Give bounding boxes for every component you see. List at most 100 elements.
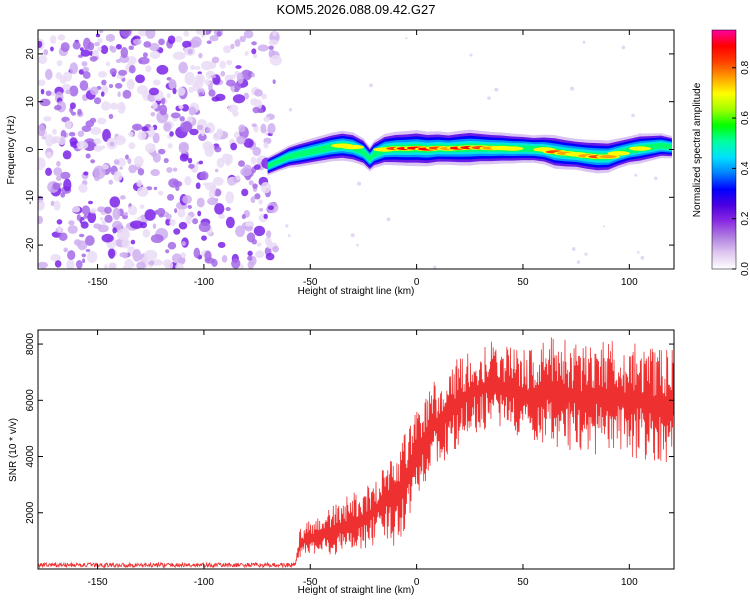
noise-blob: [138, 30, 148, 37]
noise-blob: [209, 35, 219, 42]
noise-blob: [220, 70, 226, 77]
noise-blob: [251, 41, 257, 46]
snr-y-tick-label: 2000: [25, 501, 36, 524]
noise-blob: [198, 133, 207, 141]
noise-blob: [81, 205, 91, 216]
noise-blob: [254, 89, 263, 97]
noise-blob: [109, 68, 117, 76]
noise-blob: [167, 143, 173, 149]
snr-x-tick-label: 0: [414, 577, 420, 588]
noise-blob: [238, 160, 245, 167]
noise-blob: [113, 159, 120, 165]
noise-blob: [142, 228, 151, 238]
noise-blob: [208, 188, 216, 199]
noise-blob: [53, 200, 61, 211]
noise-blob: [86, 250, 98, 264]
noise-blob: [57, 225, 63, 233]
noise-blob: [101, 233, 114, 243]
noise-blob: [52, 128, 57, 135]
noise-blob: [163, 157, 169, 164]
noise-blob: [81, 253, 87, 258]
noise-blob: [90, 86, 99, 96]
noise-speck: [571, 247, 576, 251]
noise-blob: [97, 38, 103, 44]
noise-blob: [77, 130, 85, 137]
noise-blob: [56, 219, 63, 225]
noise-blob: [145, 65, 152, 73]
noise-blob: [104, 206, 112, 214]
spectrogram-x-tick-label: -150: [88, 277, 108, 288]
noise-blob: [124, 259, 134, 269]
noise-blob: [82, 258, 86, 264]
noise-blob: [136, 84, 148, 95]
noise-blob: [225, 191, 235, 204]
snr-x-ticks: -150 -100 -50 0 50 100: [88, 330, 638, 588]
noise-blob: [43, 49, 49, 56]
snr-line: [38, 337, 674, 569]
spectrogram-y-tick-label: 0: [25, 146, 36, 152]
snr-series: [38, 337, 674, 569]
noise-blob: [57, 135, 66, 146]
noise-speck: [654, 176, 658, 181]
noise-blob: [128, 205, 138, 216]
noise-blob: [272, 245, 279, 253]
noise-blob: [79, 80, 89, 91]
noise-blob: [265, 252, 275, 261]
noise-blob: [142, 52, 148, 58]
noise-blob: [188, 106, 197, 116]
noise-blob: [240, 167, 252, 177]
noise-blob: [38, 40, 43, 48]
noise-blob: [244, 50, 249, 56]
noise-blob: [212, 176, 224, 186]
noise-blob: [166, 194, 175, 201]
noise-blob: [38, 124, 46, 137]
spectrogram-y-ticks: -20 -10 0 10 20: [25, 48, 674, 252]
colorbar-tick-label: 0.4: [740, 161, 750, 175]
noise-blob: [260, 182, 271, 194]
snr-y-ticks: 2000 4000 6000 8000: [25, 332, 674, 524]
noise-blob: [118, 69, 128, 76]
spectrogram-y-tick-label: 10: [25, 96, 36, 108]
noise-blob: [119, 252, 129, 258]
noise-blob: [178, 221, 188, 230]
noise-blob: [81, 61, 88, 67]
noise-blob: [116, 228, 131, 241]
noise-speck: [433, 265, 437, 269]
noise-blob: [68, 220, 75, 226]
noise-blob: [182, 194, 192, 204]
noise-blob: [244, 225, 253, 232]
noise-blob: [76, 141, 86, 148]
noise-blob: [70, 111, 77, 116]
noise-blob: [225, 216, 235, 229]
noise-blob: [108, 248, 116, 259]
spectrogram-y-label: Frequency (Hz): [6, 116, 17, 185]
noise-blob: [150, 234, 164, 244]
noise-blob: [196, 197, 205, 208]
noise-blob: [94, 41, 100, 47]
noise-blob: [156, 207, 166, 216]
noise-blob: [97, 206, 106, 213]
snr-x-tick-label: -150: [88, 577, 108, 588]
noise-blob: [254, 164, 261, 170]
noise-blob: [221, 254, 228, 263]
noise-blob: [195, 182, 201, 190]
noise-blob: [250, 196, 256, 204]
noise-blob: [65, 89, 71, 95]
noise-blob: [77, 108, 82, 116]
noise-blob: [230, 43, 235, 50]
noise-blob: [38, 157, 46, 170]
snr-x-tick-label: 100: [621, 577, 638, 588]
noise-blob: [225, 153, 233, 165]
noise-blob: [110, 46, 117, 53]
noise-speck: [350, 233, 355, 238]
noise-speck: [582, 40, 586, 44]
noise-blob: [132, 248, 142, 262]
noise-blob: [105, 34, 116, 42]
noise-blob: [143, 249, 158, 261]
noise-blob: [63, 178, 72, 192]
noise-blob: [117, 157, 127, 167]
noise-blob: [82, 66, 90, 72]
noise-blob: [207, 197, 218, 206]
noise-blob: [208, 89, 216, 97]
noise-blob: [234, 39, 241, 47]
